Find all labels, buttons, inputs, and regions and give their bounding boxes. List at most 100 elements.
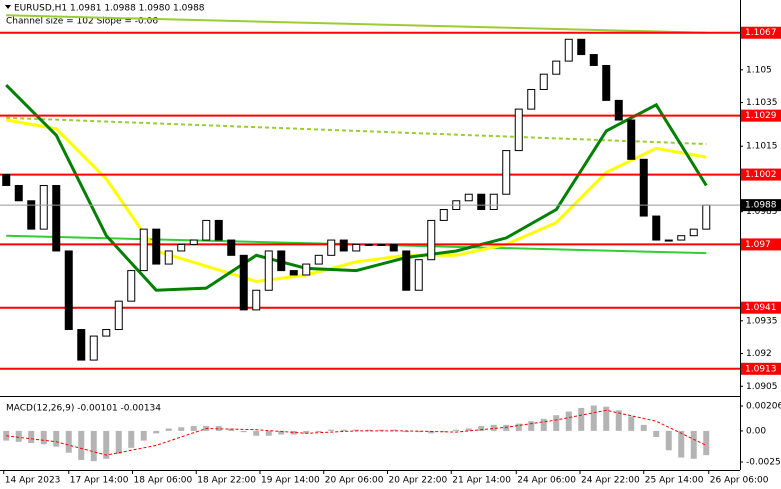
candle xyxy=(14,184,23,202)
macd-bar xyxy=(615,410,622,431)
macd-bar xyxy=(628,416,635,431)
macd-bar xyxy=(428,430,435,434)
candle xyxy=(502,150,511,195)
candle xyxy=(639,158,648,217)
level-label: 1.097 xyxy=(745,240,771,250)
indicator-line xyxy=(6,116,707,145)
macd-bar xyxy=(65,430,72,453)
y-tick-label: 1.0905 xyxy=(746,382,778,392)
candle xyxy=(289,270,298,276)
macd-bar xyxy=(490,424,497,431)
macd-bar xyxy=(378,429,385,431)
x-tick-label: 19 Apr 14:00 xyxy=(261,476,320,486)
candle xyxy=(227,239,236,256)
candle xyxy=(302,263,311,276)
indicator-line xyxy=(6,14,707,34)
macd-bar xyxy=(178,427,185,431)
macd-bar xyxy=(290,430,297,435)
candle xyxy=(314,254,323,265)
candle xyxy=(427,219,436,261)
last-price-tag xyxy=(741,199,781,212)
candle xyxy=(27,200,36,230)
candle xyxy=(439,209,448,221)
x-tick-label: 18 Apr 06:00 xyxy=(134,476,193,486)
level-label: 1.1029 xyxy=(745,111,777,121)
candle xyxy=(239,254,248,311)
macd-bar xyxy=(440,430,447,433)
macd-bar xyxy=(15,430,22,442)
candle xyxy=(652,215,661,241)
x-tick-label: 24 Apr 06:00 xyxy=(517,476,576,486)
x-tick-label: 20 Apr 22:00 xyxy=(389,476,448,486)
candle xyxy=(664,239,673,242)
chart-subtitle: Channel size = 102 Slope = -0.06 xyxy=(6,17,158,27)
level-label: 1.1002 xyxy=(745,170,777,180)
level-tag xyxy=(741,109,781,122)
macd-bar xyxy=(115,430,122,454)
macd-bar xyxy=(228,428,235,431)
candle xyxy=(627,119,636,160)
candle xyxy=(127,270,136,302)
candle xyxy=(477,193,486,211)
candle xyxy=(264,250,273,291)
macd-bar xyxy=(303,430,310,434)
candle xyxy=(527,88,536,110)
candle xyxy=(464,193,473,202)
candle xyxy=(189,239,198,245)
macd-bar xyxy=(653,430,660,437)
macd-bar xyxy=(265,430,272,436)
x-tick-label: 21 Apr 14:00 xyxy=(452,476,511,486)
chart-title: EURUSD,H1 1.0981 1.0988 1.0980 1.0988 xyxy=(14,4,205,14)
indicator-line xyxy=(5,84,708,292)
candle xyxy=(102,329,111,337)
macd-bar xyxy=(565,411,572,431)
candle xyxy=(114,300,123,331)
signal-line xyxy=(6,409,707,456)
macd-bar xyxy=(328,429,335,431)
candle xyxy=(277,250,286,272)
macd-bar xyxy=(540,418,547,431)
macd-bar xyxy=(528,421,535,431)
candle xyxy=(64,250,73,331)
candle xyxy=(2,174,11,186)
macd-bar xyxy=(403,430,410,433)
macd-bar xyxy=(165,428,172,431)
macd-bar xyxy=(78,430,85,460)
x-tick-label: 25 Apr 14:00 xyxy=(645,476,704,486)
candle xyxy=(564,38,573,62)
macd-bar xyxy=(340,429,347,431)
candle xyxy=(539,73,548,90)
macd-bar xyxy=(603,406,610,431)
candle xyxy=(602,64,611,101)
title-arrow xyxy=(5,5,11,9)
macd-title: MACD(12,26,9) -0.00101 -0.00134 xyxy=(6,404,161,414)
candle xyxy=(389,243,398,252)
candle xyxy=(352,243,361,252)
macd-bar xyxy=(103,430,110,459)
indicator-line xyxy=(5,118,707,284)
x-tick-label: 24 Apr 22:00 xyxy=(581,476,640,486)
level-tag xyxy=(741,362,781,375)
macd-bar xyxy=(353,429,360,431)
macd-bar xyxy=(503,424,510,431)
y-tick-label: 1.0935 xyxy=(746,316,778,326)
y-tick-label: 1.1015 xyxy=(746,142,778,152)
macd-bar xyxy=(453,429,460,431)
x-tick-label: 14 Apr 2023 xyxy=(5,476,61,486)
macd-bar xyxy=(415,430,422,433)
y-tick-label: 0.00206 xyxy=(746,401,781,411)
macd-bar xyxy=(665,430,672,451)
y-tick-label: 1.092 xyxy=(746,349,772,359)
y-tick-label: 1.0985 xyxy=(746,207,778,217)
macd-bar xyxy=(240,430,247,433)
level-tag xyxy=(741,168,781,181)
macd-bar xyxy=(578,407,585,431)
macd-bar xyxy=(478,426,485,431)
macd-bar xyxy=(515,423,522,431)
candle xyxy=(177,243,186,252)
macd-bar xyxy=(690,430,697,459)
y-tick-label: 0.00 xyxy=(746,426,766,436)
candle xyxy=(364,243,373,246)
last-price-label: 1.0988 xyxy=(745,201,777,211)
